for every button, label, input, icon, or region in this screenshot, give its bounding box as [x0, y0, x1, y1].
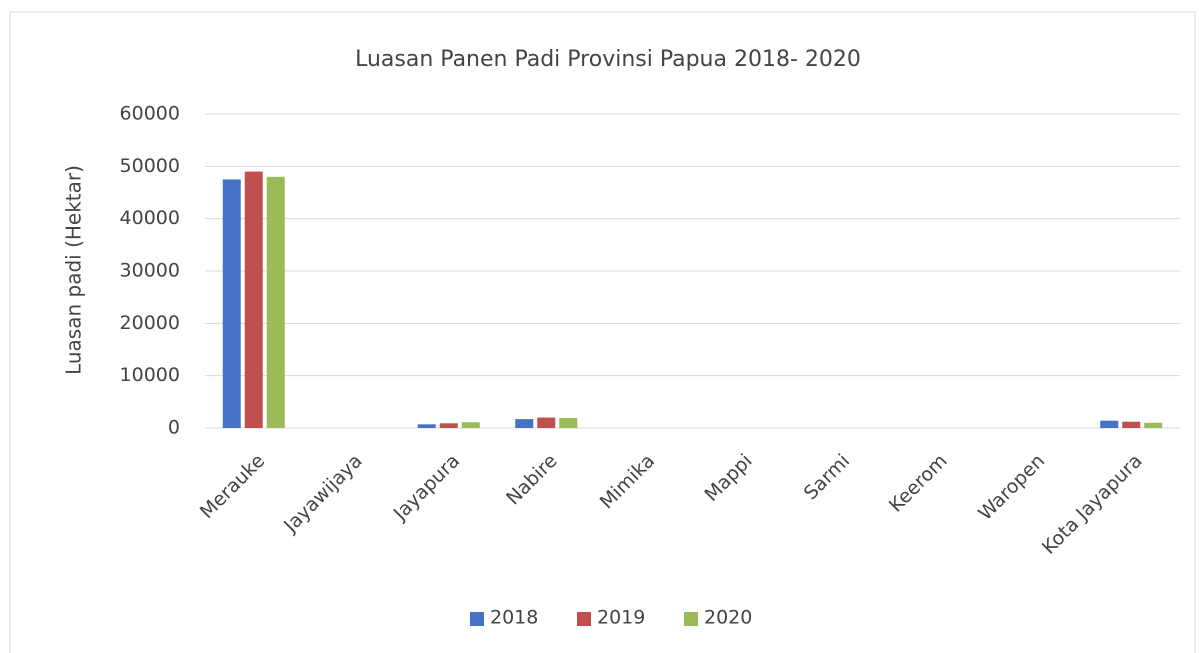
- bar: [222, 179, 241, 428]
- bar: [559, 418, 578, 428]
- legend-label: 2018: [490, 607, 538, 629]
- y-tick-label: 0: [168, 417, 180, 439]
- y-tick-label: 40000: [120, 207, 180, 229]
- legend-label: 2020: [704, 607, 752, 629]
- y-axis-label: Luasan padi (Hektar): [62, 165, 86, 375]
- bar: [461, 422, 480, 428]
- y-tick-label: 30000: [120, 260, 180, 282]
- bar: [515, 419, 534, 428]
- bar: [1122, 421, 1141, 428]
- chart-title: Luasan Panen Padi Provinsi Papua 2018- 2…: [355, 47, 861, 72]
- bar: [537, 417, 556, 428]
- bar: [417, 424, 436, 428]
- legend-label: 2019: [597, 607, 645, 629]
- y-tick-label: 10000: [120, 364, 180, 386]
- legend-swatch: [577, 612, 591, 626]
- y-tick-label: 20000: [120, 312, 180, 334]
- bar: [439, 423, 458, 428]
- y-tick-label: 50000: [120, 155, 180, 177]
- bar: [244, 171, 263, 429]
- chart-frame: [9, 11, 1196, 653]
- bar: [1100, 420, 1119, 428]
- legend-swatch: [684, 612, 698, 626]
- legend-swatch: [470, 612, 484, 626]
- bar: [1144, 422, 1163, 428]
- bar: [266, 176, 285, 428]
- y-tick-label: 60000: [120, 103, 180, 125]
